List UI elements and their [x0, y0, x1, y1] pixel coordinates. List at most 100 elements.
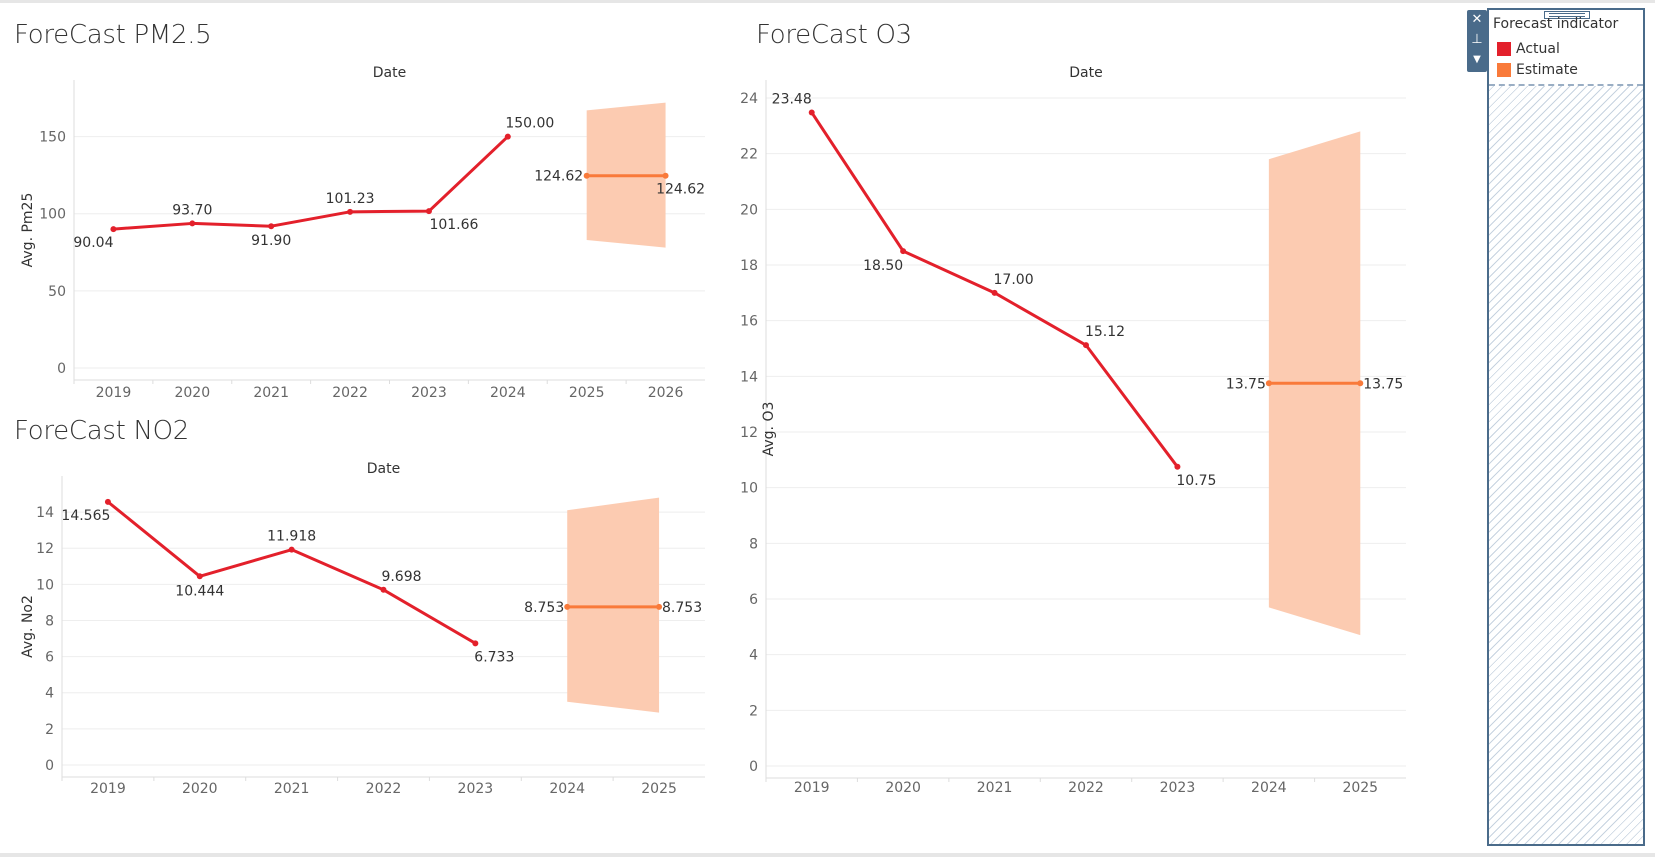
x-tick-label: 2022 [332, 385, 368, 401]
actual-data-label: 90.04 [73, 235, 113, 251]
estimate-data-label: 13.75 [1363, 376, 1403, 392]
actual-point [196, 573, 203, 580]
legend-title: Forecast indicator [1493, 16, 1619, 32]
estimate-point [662, 172, 669, 179]
pin-icon[interactable]: ⊥ [1471, 32, 1483, 47]
estimate-point [1357, 380, 1364, 387]
y-axis-title: Avg. Pm25 [20, 193, 36, 268]
actual-point [189, 220, 196, 227]
x-tick-label: 2021 [977, 780, 1013, 796]
estimate-point [583, 172, 590, 179]
y-tick-label: 18 [740, 258, 758, 274]
y-tick-label: 14 [740, 369, 758, 385]
x-tick-label: 2022 [366, 781, 402, 797]
y-axis-title: Avg. No2 [20, 595, 36, 658]
x-tick-label: 2026 [648, 385, 684, 401]
y-tick-label: 14 [36, 505, 54, 521]
y-tick-label: 2 [45, 722, 54, 738]
actual-data-label: 23.48 [772, 91, 812, 107]
estimate-point [1265, 380, 1272, 387]
y-tick-label: 10 [740, 481, 758, 497]
y-tick-label: 4 [45, 686, 54, 702]
actual-point [900, 248, 907, 255]
y-tick-label: 150 [39, 130, 66, 146]
x-axis-title: Date [367, 461, 400, 477]
actual-data-label: 150.00 [505, 116, 554, 132]
dropdown-arrow-icon[interactable]: ▼ [1473, 54, 1481, 65]
actual-data-label: 93.70 [172, 202, 212, 218]
y-tick-label: 0 [749, 759, 758, 775]
forecast-legend-panel[interactable]: Forecast indicator Actual Estimate [1487, 8, 1645, 846]
y-tick-label: 50 [48, 284, 66, 300]
estimate-point [656, 603, 663, 610]
y-tick-label: 10 [36, 577, 54, 593]
y-tick-label: 0 [57, 361, 66, 377]
legend-item-actual[interactable]: Actual [1497, 40, 1560, 58]
x-tick-label: 2020 [174, 385, 210, 401]
y-tick-label: 20 [740, 202, 758, 218]
legend-label-actual: Actual [1516, 41, 1560, 57]
actual-data-label: 91.90 [251, 233, 291, 249]
legend-content: Forecast indicator Actual Estimate [1489, 10, 1643, 86]
y-tick-label: 0 [45, 758, 54, 774]
actual-data-label: 17.00 [994, 272, 1034, 288]
legend-swatch-actual [1497, 42, 1511, 56]
drag-handle-icon[interactable] [1544, 11, 1590, 19]
no2-chart-title: ForeCast NO2 [14, 416, 189, 446]
estimate-data-label: 8.753 [662, 600, 702, 616]
x-tick-label: 2024 [1251, 780, 1287, 796]
y-tick-label: 6 [749, 592, 758, 608]
actual-data-label: 14.565 [61, 508, 110, 524]
actual-point [380, 586, 387, 593]
x-tick-label: 2019 [96, 385, 132, 401]
y-tick-label: 22 [740, 147, 758, 163]
x-tick-label: 2025 [641, 781, 677, 797]
x-tick-label: 2019 [794, 780, 830, 796]
actual-data-label: 6.733 [474, 649, 514, 665]
y-tick-label: 12 [740, 425, 758, 441]
estimate-data-label: 124.62 [534, 169, 583, 185]
x-tick-label: 2024 [490, 385, 526, 401]
pm25-forecast-chart[interactable]: 0 50 100 150 2019 2020 2021 2022 2023 2024 2025 202… [0, 0, 745, 420]
x-tick-label: 2020 [885, 780, 921, 796]
actual-point [1083, 342, 1089, 349]
actual-data-label: 11.918 [267, 529, 316, 545]
y-tick-label: 8 [45, 613, 54, 629]
x-tick-label: 2021 [253, 385, 289, 401]
top-border [0, 0, 1655, 3]
legend-item-estimate[interactable]: Estimate [1497, 61, 1578, 79]
estimate-data-label: 13.75 [1226, 376, 1266, 392]
x-tick-label: 2024 [549, 781, 585, 797]
y-tick-label: 24 [740, 91, 758, 107]
x-axis-title: Date [1069, 65, 1102, 81]
x-tick-label: 2023 [411, 385, 447, 401]
actual-point [504, 133, 511, 140]
actual-point [808, 109, 815, 116]
close-icon[interactable]: ✕ [1471, 12, 1483, 27]
actual-data-label: 10.75 [1176, 473, 1216, 489]
bottom-border [0, 853, 1655, 857]
actual-point [991, 289, 998, 296]
actual-point [268, 223, 275, 230]
no2-forecast-chart[interactable]: 0 2 4 6 8 10 12 14 2019 2020 2021 2022 2023 2024 2025 D… [0, 0, 745, 850]
x-tick-label: 2025 [569, 385, 605, 401]
estimate-point [564, 603, 571, 610]
x-axis-title: Date [373, 65, 406, 81]
x-tick-label: 2019 [90, 781, 126, 797]
legend-label-estimate: Estimate [1516, 62, 1578, 78]
actual-point [472, 640, 479, 647]
actual-data-label: 15.12 [1085, 324, 1125, 340]
legend-swatch-estimate [1497, 63, 1511, 77]
actual-point [104, 498, 111, 505]
actual-point [110, 226, 117, 233]
forecast-band [567, 497, 660, 713]
x-tick-label: 2020 [182, 781, 218, 797]
actual-series-line [113, 135, 509, 231]
pm25-chart-title: ForeCast PM2.5 [14, 20, 212, 50]
y-tick-label: 16 [740, 314, 758, 330]
y-tick-label: 6 [45, 650, 54, 666]
y-tick-label: 8 [749, 536, 758, 552]
y-axis-title: Avg. O3 [761, 402, 777, 457]
actual-data-label: 101.66 [429, 217, 478, 233]
